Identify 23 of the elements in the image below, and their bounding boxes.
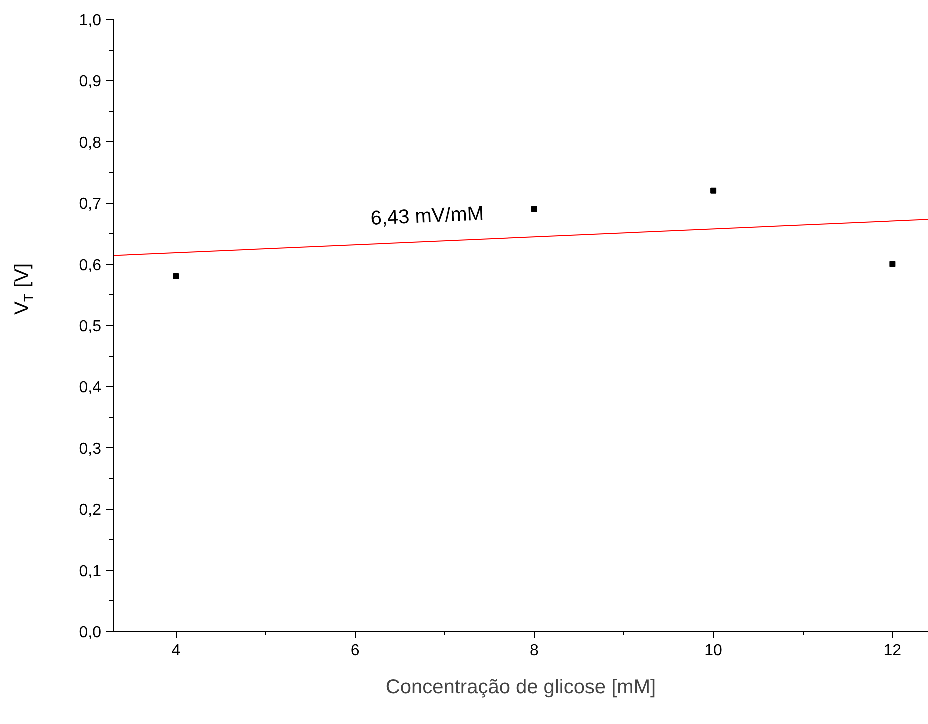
x-tick-label: 6: [350, 642, 360, 660]
point: [710, 188, 717, 194]
y-axis-title: VT [V]: [12, 263, 36, 315]
point: [173, 274, 180, 280]
y-tick-label: 0,6: [79, 257, 102, 274]
point: [531, 206, 538, 212]
y-tick-label: 0,7: [79, 196, 102, 214]
y-tick-label: 0,0: [79, 624, 102, 642]
y-tick-label: 1,0: [79, 12, 102, 30]
x-tick-label: 8: [530, 642, 539, 660]
y-tick-label: 0,2: [79, 502, 102, 520]
x-tick-label: 10: [704, 642, 723, 660]
y-tick-label: 0,8: [79, 134, 102, 152]
x-tick-label: 4: [172, 642, 181, 660]
x-axis-title: Concentração de glicose [mM]: [386, 676, 656, 698]
point: [890, 261, 896, 268]
y-tick-label: 0,3: [79, 440, 102, 458]
x-tick-label: 12: [884, 642, 902, 660]
y-tick-label: 0,9: [79, 74, 102, 91]
y-tick-label: 0,4: [79, 380, 102, 397]
y-tick-label: 0,1: [79, 563, 102, 580]
annotation: 6,43 mV/mM: [370, 202, 485, 230]
y-tick-label: 0,5: [79, 318, 102, 336]
